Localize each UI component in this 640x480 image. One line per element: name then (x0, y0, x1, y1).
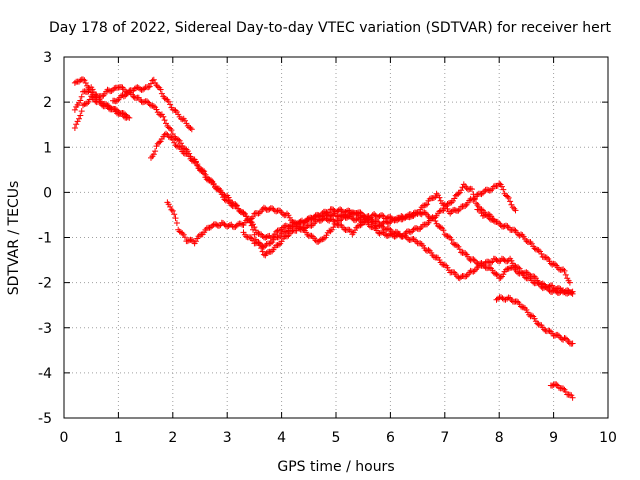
x-tick-label: 7 (440, 430, 449, 446)
grid-lines (64, 57, 608, 418)
data-point-markers (240, 206, 576, 296)
x-tick-label: 6 (386, 430, 395, 446)
x-tick-label: 8 (495, 430, 504, 446)
x-tick-label: 0 (60, 430, 69, 446)
data-point-markers (110, 76, 195, 133)
data-point-markers (474, 206, 573, 286)
x-tick-label: 2 (168, 430, 177, 446)
chart-title: Day 178 of 2022, Sidereal Day-to-day VTE… (49, 20, 611, 36)
y-axis-label: SDTVAR / TECUs (6, 181, 22, 296)
series-track-5 (148, 130, 519, 259)
y-tick-label: 0 (43, 185, 52, 201)
series-track-8 (474, 206, 573, 286)
x-tick-label: 4 (277, 430, 286, 446)
series-track-7 (240, 206, 576, 296)
y-tick-label: -1 (38, 231, 52, 247)
series-track-4 (110, 76, 195, 133)
y-tick-label: -3 (38, 321, 52, 337)
data-point-markers (164, 199, 576, 297)
series-track-10 (547, 381, 576, 401)
series-track-6 (164, 199, 576, 297)
y-tick-label: -5 (38, 411, 52, 427)
y-tick-label: -4 (38, 366, 52, 382)
y-tick-label: -2 (38, 276, 52, 292)
data-markers (71, 76, 576, 401)
x-axis-label: GPS time / hours (277, 459, 394, 475)
y-tick-label: 1 (43, 140, 52, 156)
data-point-markers (493, 294, 576, 347)
data-point-markers (547, 381, 576, 401)
y-tick-label: 2 (43, 95, 52, 111)
series-track-9 (493, 294, 576, 347)
x-tick-label: 9 (549, 430, 558, 446)
x-tick-label: 3 (223, 430, 232, 446)
x-tick-label: 10 (599, 430, 617, 446)
x-tick-label: 1 (114, 430, 123, 446)
y-tick-label: 3 (43, 50, 52, 66)
data-point-markers (148, 130, 519, 259)
x-tick-label: 5 (332, 430, 341, 446)
